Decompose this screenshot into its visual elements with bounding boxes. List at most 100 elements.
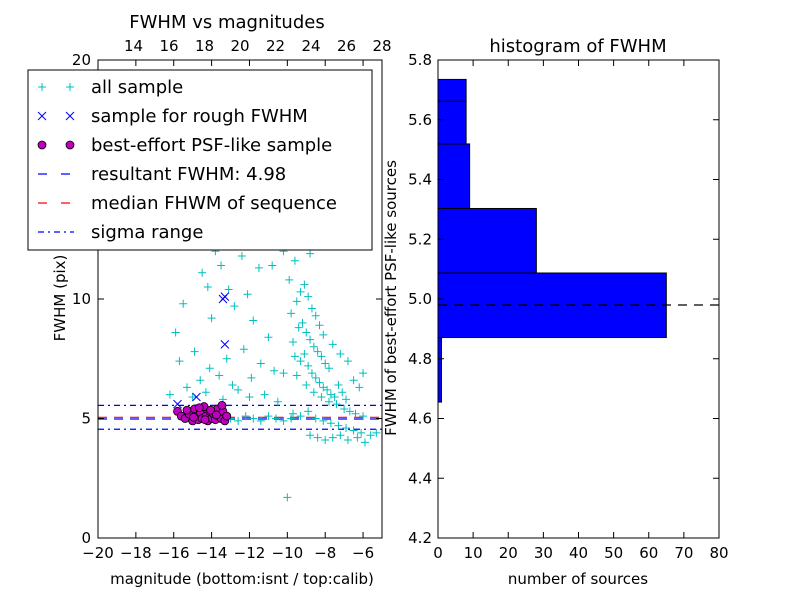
histogram-x-tick-label: 0 [433, 544, 443, 562]
histogram-x-tick-label: 10 [464, 544, 483, 562]
all-sample-point [234, 416, 243, 425]
histogram-bar [437, 78, 467, 102]
all-sample-point [264, 412, 273, 421]
all-sample-point [302, 328, 311, 337]
all-sample-point [313, 347, 322, 356]
psf-like-point [222, 411, 232, 421]
histogram-y-tick-label: 4.8 [408, 350, 432, 368]
legend-entry: best-effort PSF-like sample [37, 135, 332, 156]
all-sample-point [311, 373, 320, 382]
all-sample-point [268, 261, 277, 270]
all-sample-point [243, 290, 252, 299]
scatter-x-tick-label: −18 [120, 544, 152, 562]
histogram-x-tick-label: 60 [639, 544, 658, 562]
histogram-bar [437, 100, 467, 145]
histogram-chart-title: histogram of FWHM [489, 36, 666, 57]
all-sample-point [222, 354, 231, 363]
all-sample-point [298, 318, 307, 327]
all-sample-point [201, 388, 210, 397]
all-sample-point [326, 419, 335, 428]
all-sample-point [287, 309, 296, 318]
histogram-bar [437, 207, 537, 274]
psf-like-point [211, 410, 221, 420]
legend-label: sample for rough FWHM [91, 106, 308, 127]
all-sample-point [249, 316, 258, 325]
legend-entry: sample for rough FWHM [37, 106, 308, 127]
psf-like-point [206, 405, 216, 415]
all-sample-point [207, 314, 216, 323]
all-sample-point [289, 338, 298, 347]
histogram-x-tick-label: 30 [534, 544, 553, 562]
psf-like-point [217, 400, 227, 410]
legend-entry: all sample [38, 77, 183, 98]
histogram-bar [437, 337, 443, 403]
all-sample-point [336, 431, 345, 440]
all-sample-point [205, 364, 214, 373]
histogram-x-tick-label: 40 [569, 544, 588, 562]
legend-box [27, 69, 373, 251]
all-sample-point [175, 357, 184, 366]
all-sample-point [324, 397, 333, 406]
scatter-top-x-tick-label: 20 [230, 37, 249, 55]
all-sample-point [273, 397, 282, 406]
legend-label: sigma range [91, 222, 203, 243]
scatter-y-tick-label: 20 [72, 51, 91, 69]
scatter-top-x-tick-label: 18 [195, 37, 214, 55]
all-sample-point [317, 352, 326, 361]
histogram-chart: histogram of FWHM 0 10 20 30 40 50 60 70 80 4.2 4.… [382, 36, 729, 588]
histogram-y-tick-label: 5.8 [408, 51, 432, 69]
all-sample-point [355, 383, 364, 392]
scatter-x-tick-label: −6 [352, 544, 374, 562]
all-sample-point [342, 424, 351, 433]
all-sample-point [190, 347, 199, 356]
psf-like-point [189, 412, 199, 422]
scatter-x-tick-label: −12 [234, 544, 266, 562]
scatter-y-tick-label: 0 [81, 529, 91, 547]
legend-circle-marker [65, 140, 75, 150]
all-sample-point [234, 385, 243, 394]
legend-plus-marker [38, 83, 46, 91]
all-sample-point [224, 285, 233, 294]
legend-label: median FHWM of sequence [91, 193, 337, 214]
all-sample-point [359, 412, 368, 421]
legend-x-marker [37, 111, 47, 121]
all-sample-point [228, 381, 237, 390]
all-sample-point [323, 385, 332, 394]
all-sample-point [317, 392, 326, 401]
all-sample-point [256, 416, 265, 425]
scatter-x-axis-label: magnitude (bottom:isnt / top:calib) [110, 570, 374, 588]
all-sample-point [165, 390, 174, 399]
all-sample-point [271, 414, 280, 423]
all-sample-point [330, 392, 339, 401]
scatter-y-axis-label: FWHM (pix) [51, 255, 69, 342]
legend-label: resultant FWHM: 4.98 [91, 164, 286, 185]
histogram-x-tick-label: 20 [499, 544, 518, 562]
all-sample-point [360, 438, 369, 447]
all-sample-point [307, 304, 316, 313]
all-sample-point [283, 493, 292, 502]
legend-entry: sigma range [38, 222, 203, 243]
histogram-y-tick-label: 5.4 [408, 171, 432, 189]
histogram-y-tick-label: 4.6 [408, 410, 432, 428]
legend-circle-marker [37, 140, 47, 150]
all-sample-point [239, 345, 248, 354]
all-sample-point [315, 378, 324, 387]
rough-fwhm-point [173, 399, 182, 409]
all-sample-point [270, 366, 279, 375]
all-sample-point [300, 280, 309, 289]
all-sample-point [321, 436, 330, 445]
scatter-x-tick-label: −10 [272, 544, 304, 562]
all-sample-point [332, 400, 341, 409]
all-sample-point [313, 433, 322, 442]
all-sample-point [254, 263, 263, 272]
all-sample-point [290, 352, 299, 361]
histogram-axes: 0 10 20 30 40 50 60 70 80 4.2 4.4 4.6 4.8 5.0 5.2 5.4 5.… [408, 51, 728, 562]
all-sample-point [340, 404, 349, 413]
all-sample-point [302, 381, 311, 390]
scatter-top-x-tick-label: 16 [159, 37, 178, 55]
rough-fwhm-point [220, 340, 230, 349]
all-sample-point [315, 321, 324, 330]
all-sample-point [309, 388, 318, 397]
all-sample-point [217, 261, 226, 270]
